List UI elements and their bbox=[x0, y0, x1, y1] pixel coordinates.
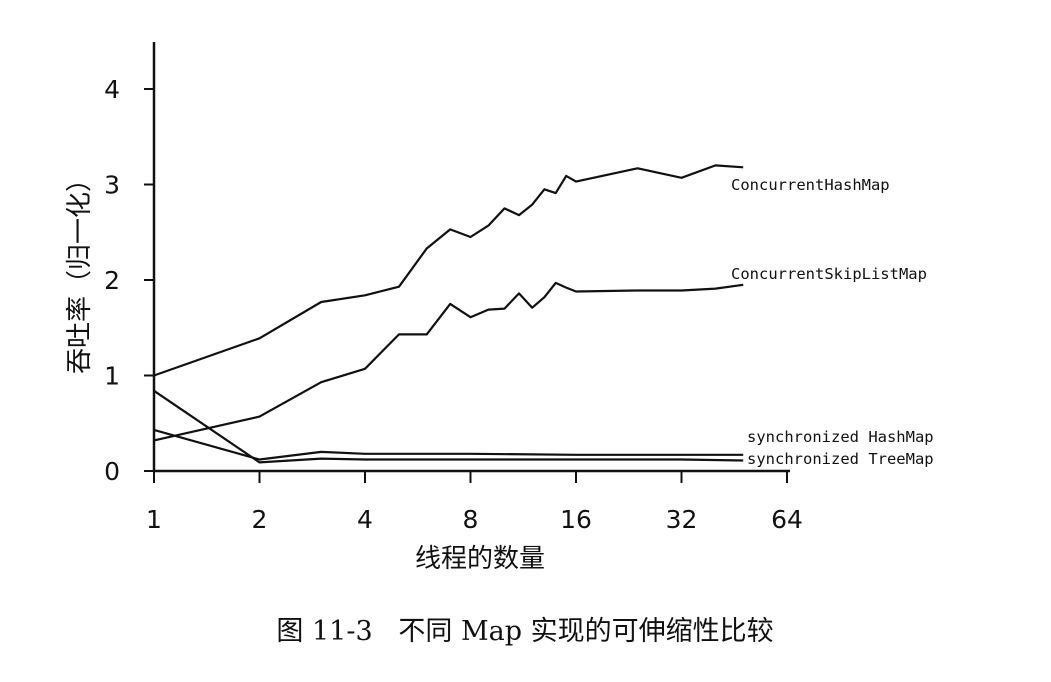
series-line-synchronized-hashmap bbox=[153, 428, 744, 461]
x-ticks: 1 2 4 8 16 32 64 bbox=[146, 471, 803, 534]
x-tick-label: 1 bbox=[146, 505, 162, 534]
series-label-concurrenthashmap: ConcurrentHashMap bbox=[731, 176, 890, 194]
y-ticks: 0 1 2 3 4 bbox=[104, 75, 154, 486]
x-tick-label: 4 bbox=[357, 505, 373, 534]
series-labels: ConcurrentHashMap ConcurrentSkipListMap sy… bbox=[731, 176, 934, 468]
series-lines bbox=[153, 164, 744, 464]
x-tick-label: 32 bbox=[666, 505, 698, 534]
series-line-concurrenthashmap bbox=[153, 164, 744, 377]
y-tick-label: 0 bbox=[104, 457, 120, 486]
series-label-synchronized-hashmap: synchronized HashMap bbox=[747, 428, 934, 446]
x-tick-label: 2 bbox=[252, 505, 268, 534]
x-tick-label: 64 bbox=[771, 505, 803, 534]
y-tick-label: 4 bbox=[104, 75, 120, 104]
series-line-concurrentskiplistmap bbox=[153, 281, 744, 442]
y-tick-label: 2 bbox=[104, 266, 120, 295]
x-axis-title: 线程的数量 bbox=[415, 544, 545, 574]
series-label-concurrentskiplistmap: ConcurrentSkipListMap bbox=[731, 265, 927, 283]
x-tick-label: 8 bbox=[463, 505, 479, 534]
y-tick-label: 3 bbox=[104, 171, 120, 200]
axes bbox=[152, 42, 790, 473]
series-line-synchronized-treemap bbox=[153, 389, 744, 464]
y-tick-label: 1 bbox=[104, 362, 120, 391]
y-axis-title: 吞吐率（归一化） bbox=[65, 166, 95, 374]
figure-caption: 图 11-3 不同 Map 实现的可伸缩性比较 bbox=[276, 616, 773, 647]
series-label-synchronized-treemap: synchronized TreeMap bbox=[747, 450, 934, 468]
x-tick-label: 16 bbox=[560, 505, 592, 534]
